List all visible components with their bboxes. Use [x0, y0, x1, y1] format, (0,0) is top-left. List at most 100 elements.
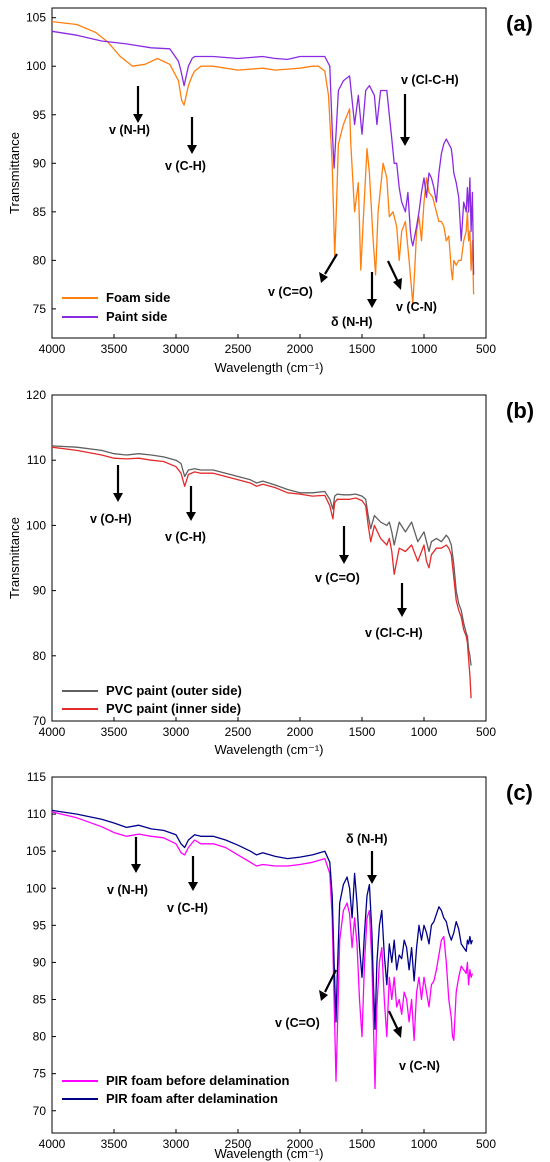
arrow-head	[319, 272, 328, 283]
y-tick-label: 70	[33, 1104, 47, 1118]
annotation-label: v (C-H)	[165, 530, 206, 544]
series-lines	[51, 445, 472, 699]
arrow-head	[393, 1026, 402, 1038]
x-axis-ticks: 4000 3500 3000 2500 2000 1500 1000 500	[39, 334, 496, 356]
y-axis-ticks: 70 80 90 100 110 120	[26, 388, 56, 728]
x-tick-label: 2500	[225, 725, 252, 739]
x-tick-label: 500	[476, 725, 496, 739]
x-tick-label: 3000	[163, 342, 190, 356]
y-tick-label: 100	[26, 518, 46, 532]
y-tick-label: 85	[33, 205, 47, 219]
annotation-label: v (N-H)	[107, 883, 148, 897]
y-tick-label: 90	[33, 156, 47, 170]
panel-b: 4000 3500 3000 2500 2000 1500 1000 500 70 80 90 10…	[7, 388, 534, 757]
series-line-1	[51, 445, 472, 666]
annotation-label: v (C-H)	[167, 901, 208, 915]
annotation-label: δ (N-H)	[346, 832, 388, 846]
annotation-c-h: v (C-H)	[165, 117, 206, 173]
y-tick-label: 100	[26, 881, 46, 895]
series-line-2	[51, 446, 472, 699]
x-tick-label: 3000	[163, 725, 190, 739]
y-axis-ticks: 75 80 85 90 95 100 105	[26, 11, 56, 316]
plot-frame	[51, 776, 487, 1134]
x-tick-label: 2000	[287, 725, 314, 739]
y-axis-label: Transmittance	[7, 132, 22, 214]
annotation-n-h: v (N-H)	[109, 86, 150, 137]
y-tick-label: 80	[33, 253, 47, 267]
series-line-1	[51, 20, 475, 305]
legend-label-foam-side: Foam side	[106, 290, 170, 305]
legend-label-paint-side: Paint side	[106, 309, 167, 324]
annotation-label: v (C=O)	[315, 571, 360, 585]
arrow-head	[187, 145, 197, 154]
x-tick-label: 1000	[411, 342, 438, 356]
arrow-head	[400, 137, 410, 146]
legend: Foam side Paint side	[62, 290, 170, 324]
x-tick-label: 3500	[101, 1137, 128, 1151]
annotation-label: v (C=O)	[275, 1016, 320, 1030]
y-tick-label: 90	[33, 955, 47, 969]
x-tick-label: 1500	[349, 1137, 376, 1151]
panel-c: 4000 3500 3000 2500 2000 1500 1000 500 70 75 80 85…	[26, 770, 533, 1161]
legend: PIR foam before delamination PIR foam af…	[62, 1073, 290, 1106]
annotation-o-h: v (O-H)	[90, 465, 132, 526]
arrow-line	[324, 969, 337, 993]
y-tick-label: 75	[33, 302, 47, 316]
x-tick-label: 1500	[349, 725, 376, 739]
x-axis-ticks: 4000 3500 3000 2500 2000 1500 1000 500	[39, 1129, 496, 1151]
x-tick-label: 3500	[101, 725, 128, 739]
annotation-n-h: v (N-H)	[107, 837, 148, 897]
arrow-line	[388, 1010, 399, 1031]
panel-label: (b)	[506, 398, 534, 423]
arrow-head	[186, 512, 196, 521]
annotation-c-o: v (C=O)	[275, 969, 337, 1030]
x-tick-label: 1000	[411, 1137, 438, 1151]
arrow-head	[133, 114, 143, 123]
x-tick-label: 1500	[349, 342, 376, 356]
y-tick-label: 80	[33, 649, 47, 663]
x-tick-label: 500	[476, 342, 496, 356]
annotation-label: v (Cl-C-H)	[365, 626, 423, 640]
x-axis-label: Wavelength (cm⁻¹)	[215, 360, 324, 375]
arrow-head	[367, 875, 377, 884]
x-tick-label: 2500	[225, 342, 252, 356]
y-tick-label: 105	[26, 844, 46, 858]
series-line-2	[51, 809, 474, 1030]
series-lines	[51, 809, 474, 1090]
annotation-label: v (O-H)	[90, 512, 132, 526]
x-tick-label: 2000	[287, 342, 314, 356]
x-tick-label: 500	[476, 1137, 496, 1151]
y-tick-label: 105	[26, 11, 46, 25]
annotation-c-h: v (C-H)	[167, 856, 208, 915]
y-tick-label: 110	[27, 807, 46, 821]
annotation-cl-c-h: v (Cl-C-H)	[400, 73, 459, 146]
annotation-cl-c-h: v (Cl-C-H)	[365, 583, 423, 640]
legend: PVC paint (outer side) PVC paint (inner …	[62, 683, 242, 716]
arrow-line	[324, 253, 338, 275]
arrow-head	[319, 990, 328, 1001]
annotation-label: v (C-N)	[399, 1059, 440, 1073]
annotation-c-o: v (C=O)	[268, 253, 338, 299]
x-axis-ticks: 4000 3500 3000 2500 2000 1500 1000 500	[39, 717, 496, 739]
x-tick-label: 2000	[287, 1137, 314, 1151]
y-tick-label: 120	[26, 388, 46, 402]
arrow-head	[188, 882, 198, 891]
arrow-line	[387, 260, 399, 283]
plot-frame	[51, 394, 487, 722]
legend-label-before: PIR foam before delamination	[106, 1073, 290, 1088]
arrow-head	[397, 608, 407, 617]
y-tick-label: 110	[27, 453, 46, 467]
series-line-1	[51, 811, 474, 1090]
x-tick-label: 4000	[39, 725, 66, 739]
annotation-label: v (C=O)	[268, 285, 313, 299]
annotation-label: δ (N-H)	[331, 315, 373, 329]
x-axis-label: Wavelength (cm⁻¹)	[215, 742, 324, 757]
arrow-head	[113, 493, 123, 502]
y-tick-label: 85	[33, 993, 47, 1007]
panel-label: (a)	[506, 11, 533, 36]
legend-label-inner: PVC paint (inner side)	[106, 701, 241, 716]
x-axis-label: Wavelength (cm⁻¹)	[215, 1146, 324, 1161]
panel-a: 4000 3500 3000 2500 2000 1500 1000 500 75 80 85 90…	[7, 7, 533, 375]
arrow-head	[367, 299, 377, 308]
